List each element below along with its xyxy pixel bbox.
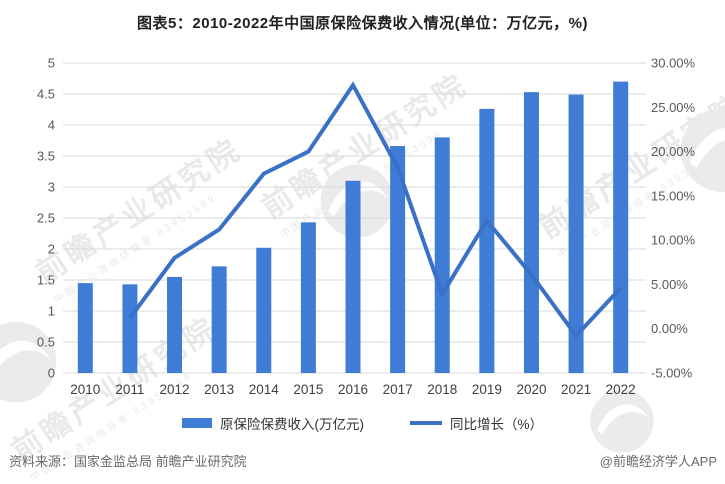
chart-title: 图表5：2010-2022年中国原保险保费收入情况(单位：万亿元，%) — [137, 15, 588, 32]
bar-2018 — [434, 137, 450, 373]
x-axis-label: 2014 — [249, 382, 280, 397]
footer: 资料来源：国家金监总局 前瞻产业研究院 @前瞻经济学人APP — [0, 451, 725, 470]
x-axis-label: 2011 — [115, 382, 144, 397]
x-axis-label: 2017 — [383, 382, 413, 397]
bar-2012 — [167, 276, 183, 373]
left-axis-label: 2.5 — [37, 211, 55, 226]
left-axis-label: 4.5 — [37, 87, 55, 102]
right-axis-label: 10.00% — [651, 233, 696, 248]
bar-2013 — [211, 266, 227, 373]
left-axis-label: 1.5 — [37, 273, 55, 288]
bar-2019 — [479, 108, 495, 373]
right-axis-label: 20.00% — [651, 144, 696, 159]
legend-label-growth: 同比增长（%） — [449, 417, 543, 432]
left-axis-label: 4 — [48, 118, 55, 133]
bar-2022 — [613, 81, 629, 373]
line-series-swatch — [409, 421, 442, 425]
bar-2010 — [77, 283, 93, 373]
legend-label-premium: 原保险保费收入(万亿元) — [219, 417, 364, 432]
x-axis-label: 2019 — [472, 382, 502, 397]
left-axis-label: 3 — [48, 180, 55, 195]
right-axis-label: -5.00% — [651, 366, 693, 381]
bar-series-swatch — [181, 418, 212, 428]
legend-item-growth: 同比增长（%） — [409, 413, 543, 433]
x-axis-label: 2022 — [606, 382, 636, 397]
x-axis-label: 2016 — [338, 382, 368, 397]
legend-item-premium: 原保险保费收入(万亿元) — [181, 413, 364, 433]
bar-2020 — [523, 92, 539, 373]
x-axis-label: 2010 — [70, 382, 100, 397]
bar-2015 — [300, 222, 316, 373]
x-axis-label: 2018 — [427, 382, 457, 397]
right-axis-label: 25.00% — [651, 100, 696, 115]
data-source-text: 资料来源：国家金监总局 前瞻产业研究院 — [9, 454, 247, 469]
left-axis-label: 3.5 — [37, 149, 55, 164]
x-axis-label: 2013 — [204, 382, 234, 397]
right-axis-label: 30.00% — [651, 56, 696, 71]
bar-2011 — [122, 284, 138, 373]
left-axis-label: 1 — [48, 304, 55, 319]
right-axis-label: 0.00% — [651, 321, 688, 336]
growth-line — [128, 81, 623, 339]
left-axis-label: 2 — [48, 242, 55, 257]
left-axis-label: 0.5 — [37, 335, 55, 350]
credit-text: @前瞻经济学人APP — [599, 454, 717, 469]
x-axis-label: 2015 — [293, 382, 323, 397]
x-axis-label: 2012 — [160, 382, 190, 397]
bar-2021 — [568, 94, 584, 374]
x-axis-label: 2021 — [561, 382, 591, 397]
left-axis-label: 5 — [48, 56, 55, 71]
bar-2017 — [390, 146, 406, 373]
bar-2016 — [345, 180, 361, 373]
chart-legend: 原保险保费收入(万亿元) 同比增长（%） — [0, 413, 725, 433]
left-axis-label: 0 — [48, 366, 55, 381]
bar-2014 — [256, 247, 272, 373]
right-axis-label: 15.00% — [651, 188, 696, 203]
x-axis-label: 2020 — [516, 382, 546, 397]
right-axis-label: 5.00% — [651, 277, 688, 292]
